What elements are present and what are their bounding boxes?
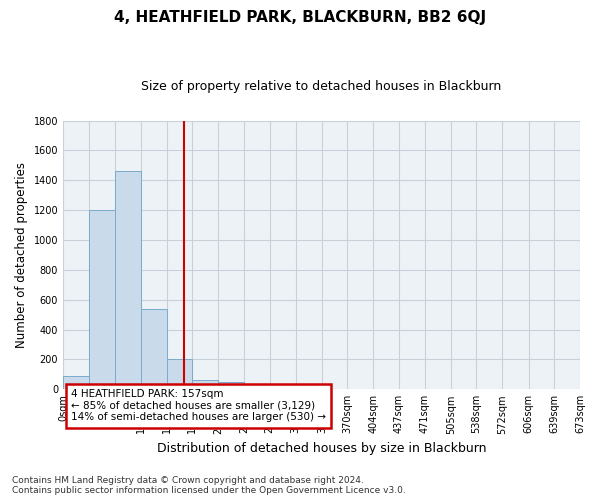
- Bar: [167, 358, 192, 390]
- Bar: [218, 382, 244, 390]
- Bar: [140, 308, 167, 390]
- Bar: [63, 376, 89, 390]
- Bar: [89, 210, 115, 390]
- Text: 4 HEATHFIELD PARK: 157sqm
← 85% of detached houses are smaller (3,129)
14% of se: 4 HEATHFIELD PARK: 157sqm ← 85% of detac…: [71, 389, 326, 422]
- Bar: [115, 172, 140, 390]
- Bar: [269, 386, 296, 390]
- Text: Contains HM Land Registry data © Crown copyright and database right 2024.
Contai: Contains HM Land Registry data © Crown c…: [12, 476, 406, 495]
- Bar: [244, 385, 269, 390]
- Text: 4, HEATHFIELD PARK, BLACKBURN, BB2 6QJ: 4, HEATHFIELD PARK, BLACKBURN, BB2 6QJ: [114, 10, 486, 25]
- Title: Size of property relative to detached houses in Blackburn: Size of property relative to detached ho…: [142, 80, 502, 93]
- Bar: [296, 388, 322, 390]
- Bar: [347, 388, 373, 390]
- X-axis label: Distribution of detached houses by size in Blackburn: Distribution of detached houses by size …: [157, 442, 486, 455]
- Y-axis label: Number of detached properties: Number of detached properties: [15, 162, 28, 348]
- Bar: [192, 380, 218, 390]
- Bar: [322, 388, 347, 390]
